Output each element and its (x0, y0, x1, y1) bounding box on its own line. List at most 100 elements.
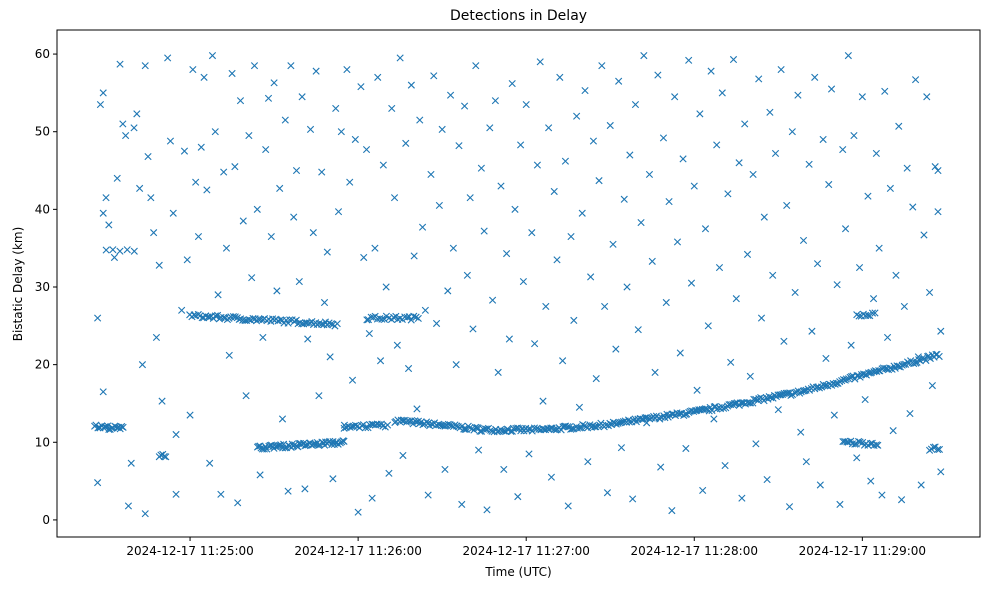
data-point (99, 388, 107, 396)
data-point (928, 382, 936, 390)
data-point (116, 60, 124, 68)
data-point (769, 271, 777, 279)
data-point (819, 135, 827, 144)
data-point (556, 73, 564, 81)
data-point (192, 178, 200, 186)
data-point (687, 279, 696, 287)
data-point (281, 116, 289, 124)
data-point (249, 314, 257, 323)
data-point (615, 77, 623, 85)
data-point (853, 454, 861, 462)
x-tick-label: 2024-12-17 11:27:00 (462, 544, 589, 558)
data-point (472, 62, 480, 70)
data-point (343, 66, 351, 74)
data-point (519, 277, 527, 286)
y-tick-label: 60 (35, 47, 50, 61)
data-point (172, 430, 180, 439)
data-point (396, 54, 404, 62)
data-point (155, 261, 163, 269)
data-point (262, 145, 270, 154)
data-point (937, 327, 945, 335)
data-point (665, 197, 673, 206)
data-point (245, 316, 253, 324)
data-point (625, 418, 634, 426)
data-point (732, 295, 740, 303)
data-point (511, 205, 519, 213)
data-point (937, 468, 945, 476)
data-point (301, 485, 309, 493)
data-point (847, 372, 856, 381)
data-point (763, 475, 771, 484)
data-point (494, 368, 502, 376)
data-point (172, 490, 180, 498)
data-point (505, 335, 513, 343)
data-point (895, 122, 903, 130)
data-point (375, 421, 383, 429)
data-point (119, 120, 127, 128)
data-point (460, 425, 468, 433)
data-point (533, 161, 541, 169)
data-point (466, 424, 474, 432)
data-point (130, 124, 138, 132)
data-point (303, 319, 311, 327)
data-point (743, 399, 751, 407)
data-point (351, 421, 360, 429)
data-point (302, 441, 310, 449)
data-point (368, 494, 376, 502)
data-point (878, 491, 886, 499)
data-point (808, 327, 816, 335)
data-point (900, 360, 908, 369)
data-point (385, 469, 393, 477)
data-point (757, 314, 766, 322)
data-point (383, 421, 392, 429)
x-tick-label: 2024-12-17 11:25:00 (126, 544, 253, 558)
data-point (427, 170, 435, 179)
data-point (844, 52, 852, 60)
data-point (581, 86, 589, 95)
data-point (94, 314, 102, 322)
data-point (476, 427, 484, 435)
data-point (480, 227, 488, 235)
data-point (777, 66, 785, 74)
data-point (929, 443, 938, 451)
data-point (407, 81, 415, 89)
data-point (211, 128, 219, 136)
data-point (259, 333, 267, 342)
data-point (127, 459, 135, 467)
data-point (340, 424, 348, 432)
data-point (721, 461, 729, 470)
data-point (564, 502, 572, 510)
data-point (719, 404, 728, 412)
data-point (130, 247, 138, 255)
data-point (606, 121, 614, 130)
data-point (116, 247, 124, 255)
data-point (561, 157, 570, 165)
data-point (206, 459, 214, 467)
data-point (906, 409, 914, 418)
data-point (365, 329, 373, 338)
data-point (760, 397, 768, 405)
data-point (881, 87, 889, 95)
data-point (925, 288, 934, 297)
data-point (595, 177, 603, 185)
data-point (861, 395, 869, 404)
data-point (410, 252, 418, 260)
data-point (292, 316, 300, 324)
data-point (315, 392, 323, 400)
data-point (847, 341, 855, 349)
data-point (267, 232, 275, 241)
data-point (935, 352, 943, 361)
data-point (320, 298, 329, 307)
data-point (441, 465, 449, 474)
data-point (528, 427, 536, 435)
data-point (914, 353, 922, 361)
data-point (864, 311, 872, 319)
data-point (676, 349, 684, 357)
data-point (553, 256, 561, 264)
data-point (229, 313, 237, 321)
data-point (813, 260, 822, 268)
data-point (144, 152, 152, 161)
data-point (855, 312, 863, 320)
data-point (109, 246, 117, 254)
data-point (755, 75, 763, 83)
